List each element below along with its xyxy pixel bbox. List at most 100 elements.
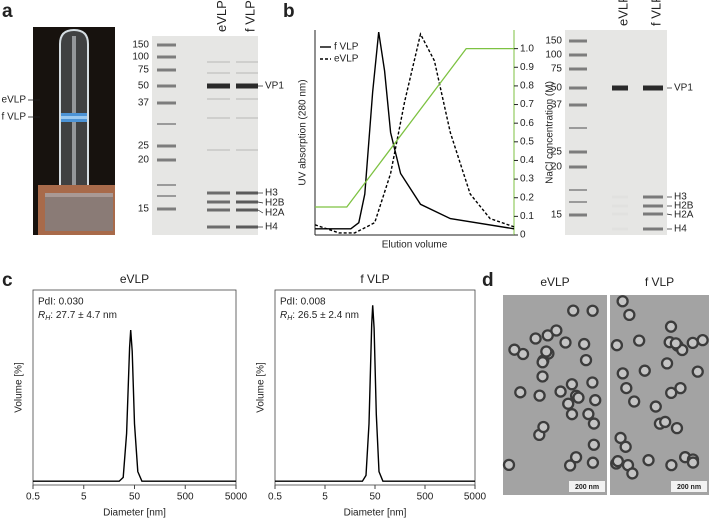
y2-axis-label: NaCl concentration (M): [545, 81, 556, 184]
faint-band: [207, 98, 230, 100]
x-tick-label: 50: [369, 492, 381, 503]
marker-label: 75: [138, 65, 150, 76]
lane-label: eVLP: [214, 0, 229, 32]
tube-label: eVLP: [2, 95, 27, 106]
ladder-band: [569, 201, 587, 203]
legend-label: f VLP: [334, 42, 359, 53]
particle: [691, 365, 704, 378]
particle: [589, 394, 602, 407]
particle: [649, 400, 662, 413]
particle: [582, 407, 595, 421]
x-tick-label: 5000: [225, 492, 248, 503]
particle: [628, 395, 641, 408]
ladder-band: [157, 84, 176, 88]
protein-band: [612, 212, 628, 216]
marker-label: 150: [132, 40, 149, 51]
annotation-text: : 26.5 ± 2.4 nm: [292, 310, 359, 321]
x-tick-label: 500: [177, 492, 194, 503]
particle: [664, 320, 678, 333]
ladder-band: [569, 53, 587, 57]
y2-tick-label: 0.4: [520, 155, 534, 166]
ladder-band: [157, 68, 176, 72]
protein-band: [612, 85, 628, 91]
ladder-band: [157, 55, 176, 59]
particle: [626, 467, 639, 480]
band-label: H3: [674, 192, 687, 203]
protein-band: [236, 200, 258, 204]
protein-band: [643, 212, 663, 216]
protein-band: [643, 85, 663, 91]
scale-label: 200 nm: [677, 484, 701, 491]
x-axis-label: Diameter [nm]: [103, 508, 166, 519]
particle: [537, 420, 550, 434]
lane-label: f VLP: [648, 0, 663, 26]
gel: [152, 36, 258, 235]
particle: [540, 345, 553, 358]
particle: [579, 353, 593, 367]
particle: [669, 337, 682, 350]
band-label: H3: [265, 188, 278, 199]
marker-label: 25: [138, 141, 150, 152]
faint-band: [236, 149, 258, 151]
protein-band: [643, 204, 663, 208]
band-label: H2B: [265, 198, 285, 209]
ladder-band: [569, 165, 587, 169]
x-tick-label: 0.5: [268, 492, 282, 503]
faint-band: [207, 149, 230, 151]
protein-band: [236, 191, 258, 195]
y2-tick-label: 0.6: [520, 118, 534, 129]
faint-band: [207, 72, 230, 74]
particle: [638, 364, 651, 377]
data-line: [33, 330, 236, 482]
marker-label: 15: [138, 204, 150, 215]
subscript: H: [287, 315, 293, 322]
marker-label: 150: [545, 36, 562, 47]
gel: [565, 30, 667, 235]
y-axis-label: UV absorption (280 nm): [298, 79, 309, 185]
particle: [559, 336, 572, 349]
ladder-band: [569, 127, 587, 129]
ladder-band: [569, 39, 587, 43]
x-tick-label: 50: [129, 492, 141, 503]
particle: [665, 458, 678, 472]
particle: [587, 438, 601, 451]
marker-label: 75: [551, 64, 563, 75]
panel-label: c: [2, 270, 13, 291]
marker-label: 15: [551, 210, 563, 221]
ladder-band: [157, 195, 176, 197]
faint-band: [207, 117, 230, 119]
x-tick-label: 5: [81, 492, 87, 503]
particle: [660, 357, 674, 370]
particle: [610, 339, 624, 352]
marker-label: 20: [551, 162, 563, 173]
chart-title: f VLP: [360, 272, 389, 286]
ladder-band: [157, 43, 176, 47]
faint-band: [236, 98, 258, 100]
particle: [536, 370, 549, 383]
tube-label: f VLP: [2, 112, 27, 123]
tube-photo: [33, 27, 115, 235]
ladder-band: [157, 101, 176, 105]
ladder-band: [569, 189, 587, 191]
particle: [623, 308, 636, 322]
protein-band: [236, 225, 258, 229]
annotation: RH: 27.7 ± 4.7 nm: [38, 310, 117, 322]
particle: [686, 456, 700, 469]
particle: [611, 455, 624, 468]
particle: [586, 304, 599, 317]
symbol: R: [280, 310, 287, 321]
annotation-text: : 27.7 ± 4.7 nm: [50, 310, 117, 321]
x-tick-label: 5: [322, 492, 328, 503]
faint-band: [236, 117, 258, 119]
x-tick-label: 0.5: [26, 492, 40, 503]
y-axis-label: Volume [%]: [14, 362, 25, 413]
y-axis-label: Volume [%]: [256, 362, 267, 413]
particle: [616, 367, 629, 380]
protein-band: [643, 195, 663, 199]
y2-tick-label: 0.1: [520, 211, 534, 222]
y2-tick-label: 0.9: [520, 62, 534, 73]
marker-label: 37: [138, 98, 150, 109]
particle: [696, 334, 709, 347]
particle: [587, 417, 601, 430]
